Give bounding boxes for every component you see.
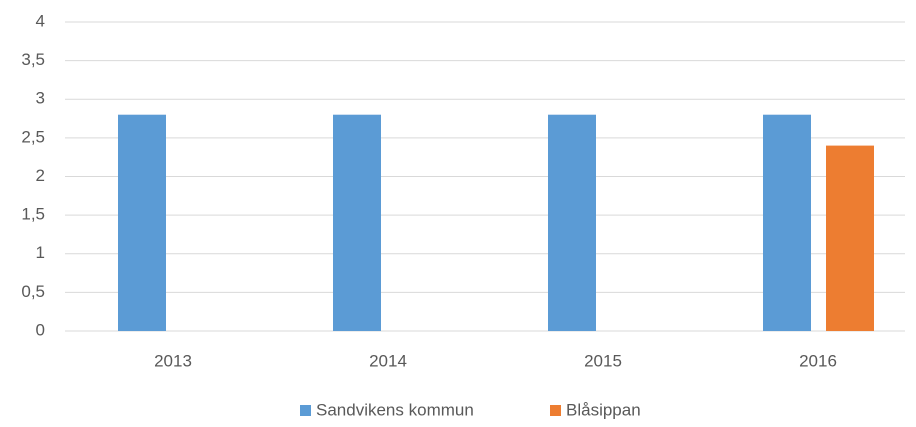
y-tick-label: 4 — [36, 11, 45, 30]
y-tick-label: 2 — [36, 166, 45, 185]
y-tick-label: 3,5 — [21, 50, 45, 69]
y-tick-label: 3 — [36, 89, 45, 108]
bar — [826, 145, 874, 331]
legend-swatch — [550, 405, 561, 416]
bar — [333, 114, 381, 331]
x-tick-label: 2016 — [799, 351, 837, 370]
legend-label: Sandvikens kommun — [316, 400, 474, 419]
y-tick-label: 0,5 — [21, 282, 45, 301]
x-tick-label: 2013 — [154, 351, 192, 370]
y-tick-label: 1 — [36, 243, 45, 262]
legend-swatch — [300, 405, 311, 416]
bar — [763, 114, 811, 331]
x-tick-label: 2014 — [369, 351, 407, 370]
x-tick-label: 2015 — [584, 351, 622, 370]
y-tick-label: 1,5 — [21, 205, 45, 224]
bar — [118, 114, 166, 331]
y-tick-label: 2,5 — [21, 127, 45, 146]
bar — [548, 114, 596, 331]
y-tick-label: 0 — [36, 320, 45, 339]
legend-label: Blåsippan — [566, 400, 641, 419]
